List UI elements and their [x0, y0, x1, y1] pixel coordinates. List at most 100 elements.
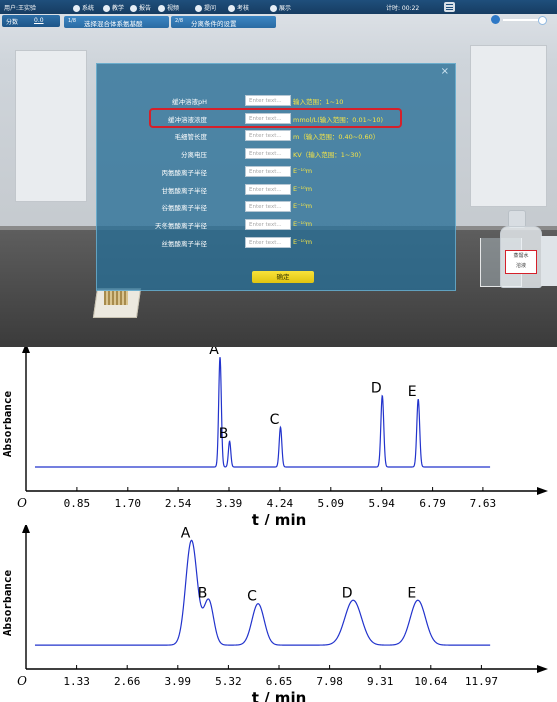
- peak-label: E: [408, 384, 417, 400]
- x-tick-label: 0.85: [64, 497, 91, 510]
- peak-label: A: [181, 525, 191, 541]
- x-tick-label: 9.31: [367, 675, 394, 688]
- step-tab-2[interactable]: 2/8 分离条件的设置: [171, 16, 276, 28]
- x-tick-label: 3.99: [165, 675, 192, 688]
- setting-label: 毛细管长度: [174, 133, 208, 142]
- toolbar-item-exam[interactable]: 考核: [228, 3, 249, 12]
- x-tick-label: 5.09: [318, 497, 345, 510]
- x-axis-label: t / min: [252, 689, 307, 702]
- volume-icon[interactable]: [491, 15, 500, 24]
- setting-input[interactable]: Enter text...: [245, 95, 291, 106]
- x-tick-label: 6.65: [266, 675, 293, 688]
- toolbar-item-video[interactable]: 视频: [158, 3, 179, 12]
- origin-label: O: [17, 674, 27, 688]
- chromatogram-2: 1.33 2.66 3.99 5.32 6.65 7.98 9.31 10.64 11.97 Ot…: [1, 525, 548, 702]
- x-tick-label: 1.33: [63, 675, 90, 688]
- x-tick-label: 11.97: [465, 675, 498, 688]
- report-icon: [130, 5, 137, 12]
- separation-settings-dialog: × 缓冲溶液pH Enter text... 输入范围：1~10 缓冲溶液浓度 Ente…: [96, 63, 456, 291]
- setting-hint: E⁻¹⁰m: [293, 202, 313, 211]
- x-axis-arrow: [537, 665, 548, 673]
- volume-slider[interactable]: [503, 19, 545, 21]
- peak-label: D: [342, 585, 353, 601]
- x-tick-label: 7.63: [470, 497, 497, 510]
- x-tick-label: 2.54: [165, 497, 192, 510]
- setting-label: 分离电压: [181, 151, 207, 160]
- sample-tray-wells: [104, 291, 128, 305]
- x-tick-label: 3.39: [216, 497, 243, 510]
- setting-hint: E⁻¹⁰m: [293, 219, 313, 228]
- y-axis-arrow: [22, 525, 30, 533]
- step-tab-2-label: 分离条件的设置: [191, 20, 237, 28]
- menu-icon[interactable]: [444, 2, 455, 12]
- toolbar-item-system[interactable]: 系统: [73, 3, 94, 12]
- setting-label: 缓冲溶液浓度: [168, 115, 207, 124]
- x-tick-label: 7.98: [316, 675, 343, 688]
- setting-label: 丝氨酸离子半径: [161, 239, 208, 248]
- score-display: 分数 0.0: [2, 15, 60, 27]
- chromatogram-1: 0.85 1.70 2.54 3.39 4.24 5.09 5.94 6.79 7.63 Ot /…: [1, 347, 548, 525]
- step-tab-1-label: 选择混合体系氨基酸: [84, 20, 143, 28]
- setting-hint: E⁻¹⁰m: [293, 184, 313, 193]
- setting-input[interactable]: Enter text...: [245, 201, 291, 213]
- toolbar-item-teach[interactable]: 教学: [103, 3, 124, 12]
- x-tick-label: 5.32: [215, 675, 242, 688]
- setting-hint: E⁻¹⁰m: [293, 237, 313, 246]
- x-axis-arrow: [537, 487, 548, 495]
- peak-label: C: [247, 589, 257, 605]
- y-axis-label: Absorbance: [1, 391, 14, 458]
- setting-input[interactable]: Enter text...: [245, 148, 291, 160]
- system-icon: [73, 5, 80, 12]
- y-axis-arrow: [22, 347, 30, 353]
- setting-label: 天冬氨酸离子半径: [155, 221, 207, 230]
- setting-label: 甘氨酸离子半径: [161, 186, 208, 195]
- video-icon: [158, 5, 165, 12]
- confirm-button[interactable]: 确定: [252, 271, 314, 283]
- toolbar-item-question[interactable]: 提问: [195, 3, 216, 12]
- origin-label: O: [17, 496, 27, 510]
- timer: 计时: 00:22: [386, 5, 420, 12]
- peak-label: D: [371, 381, 382, 397]
- setting-hint: 输入范围：1~10: [293, 98, 344, 106]
- setting-hint: mmol/L(输入范围：0.01~10): [293, 115, 384, 124]
- setting-label: 缓冲溶液pH: [171, 98, 207, 106]
- setting-label: 谷氨酸离子半径: [161, 204, 208, 213]
- peak-label: A: [209, 347, 219, 358]
- x-tick-label: 6.79: [419, 497, 446, 510]
- y-axis-label: Absorbance: [1, 570, 14, 637]
- setting-input[interactable]: Enter text...: [245, 218, 291, 230]
- volume-slider-knob[interactable]: [538, 16, 547, 25]
- score-label: 分数: [6, 19, 19, 26]
- setting-hint: E⁻¹⁰m: [293, 166, 313, 175]
- setting-input[interactable]: Enter text...: [245, 130, 291, 142]
- close-icon[interactable]: ×: [440, 66, 449, 77]
- x-tick-label: 1.70: [115, 497, 142, 510]
- simulation-screen: 蒸馏水 溶液 用户:王实验 系统 教学 报告 视频 提问 考核 展示 计时: 0…: [0, 0, 557, 347]
- tube-rack: [541, 236, 557, 286]
- top-toolbar: 用户:王实验 系统 教学 报告 视频 提问 考核 展示 计时: 00:22: [0, 0, 557, 14]
- setting-input[interactable]: Enter text...: [245, 112, 291, 124]
- toolbar-item-display[interactable]: 展示: [270, 3, 291, 12]
- setting-input[interactable]: Enter text...: [245, 183, 291, 195]
- setting-label: 丙氨酸离子半径: [161, 168, 208, 177]
- user-name: 用户:王实验: [4, 5, 37, 12]
- display-icon: [270, 5, 277, 12]
- toolbar-item-report[interactable]: 报告: [130, 3, 151, 12]
- x-tick-label: 4.24: [267, 497, 294, 510]
- setting-input[interactable]: Enter text...: [245, 165, 291, 177]
- series-line: [34, 357, 491, 468]
- highlight-box: [149, 108, 402, 128]
- lab-window-left: [15, 50, 87, 202]
- score-value: 0.0: [34, 17, 44, 24]
- teach-icon: [103, 5, 110, 12]
- peak-label: C: [270, 412, 280, 428]
- exam-icon: [228, 5, 235, 12]
- series-line: [34, 539, 491, 646]
- peak-label: B: [219, 426, 229, 442]
- question-icon: [195, 5, 202, 12]
- x-tick-label: 2.66: [114, 675, 141, 688]
- x-tick-label: 10.64: [414, 675, 447, 688]
- setting-input[interactable]: Enter text...: [245, 236, 291, 248]
- step-tab-1[interactable]: 1/8 选择混合体系氨基酸: [64, 16, 169, 28]
- x-axis-label: t / min: [252, 511, 307, 525]
